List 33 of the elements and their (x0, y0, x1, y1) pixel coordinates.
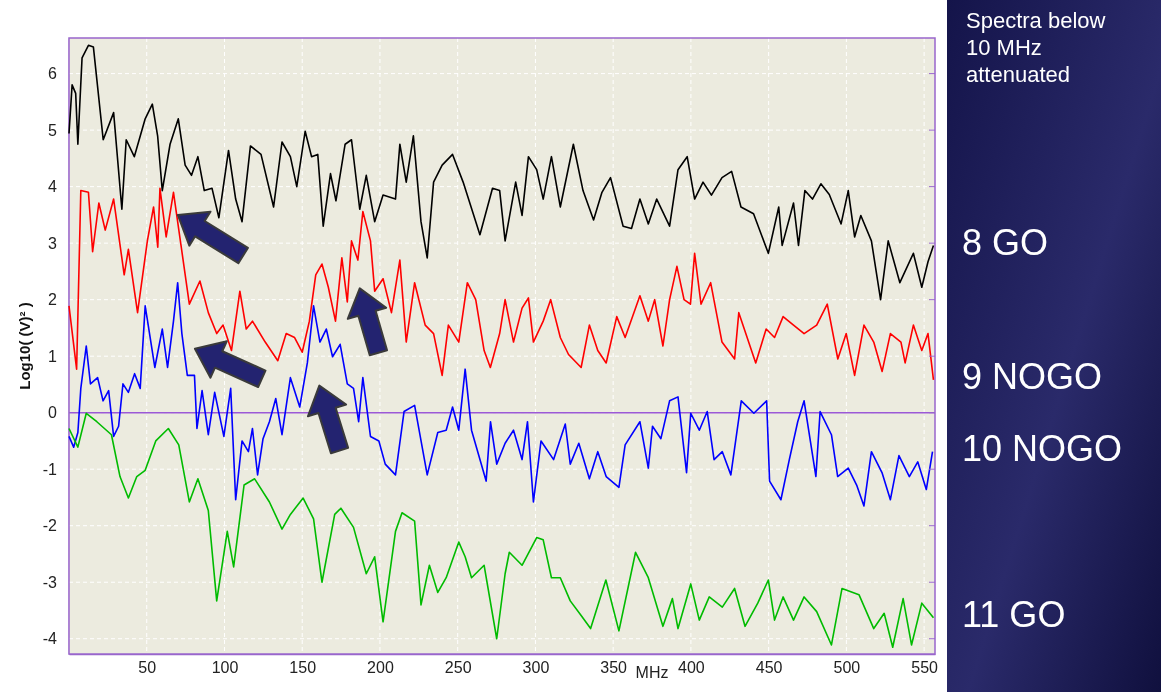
y-tick-label: 3 (48, 234, 58, 252)
y-tick-label: 6 (48, 65, 58, 83)
y-tick-label: -4 (42, 630, 58, 648)
x-tick-label: 250 (444, 659, 472, 677)
y-tick-label: 2 (48, 291, 58, 309)
x-tick-label: 350 (600, 659, 628, 677)
x-tick-label: 100 (211, 659, 239, 677)
y-tick-label: 1 (48, 347, 58, 365)
y-tick-label: 0 (48, 404, 58, 422)
line-series (68, 412, 935, 649)
y-tick-label: 4 (48, 178, 58, 196)
x-tick-label: 150 (289, 659, 317, 677)
line-series (68, 44, 935, 301)
x-tick-label: 500 (833, 659, 861, 677)
y-axis-title: Log10( (V)² ) (16, 302, 33, 390)
x-tick-label: 300 (522, 659, 550, 677)
x-axis-title: MHz (635, 664, 669, 681)
line-series (68, 187, 935, 381)
series-label: 9 NOGO (962, 356, 1103, 398)
x-tick-label: 200 (367, 659, 394, 677)
x-tick-label: 50 (138, 659, 157, 677)
x-tick-label: 450 (755, 659, 783, 677)
text: Spectra below 10 MHz attenuated (966, 8, 1106, 87)
y-tick-label: -1 (42, 460, 58, 478)
series-label: 11 GO (962, 594, 1066, 636)
line-series (68, 281, 934, 507)
y-tick-label: -2 (42, 517, 58, 535)
x-tick-label: 550 (911, 659, 939, 677)
series-label: 10 NOGO (962, 428, 1123, 470)
y-tick-label: 5 (48, 121, 58, 139)
series-label: 8 GO (962, 221, 1049, 263)
y-tick-label: -3 (42, 573, 58, 591)
x-tick-label: 400 (678, 659, 705, 677)
